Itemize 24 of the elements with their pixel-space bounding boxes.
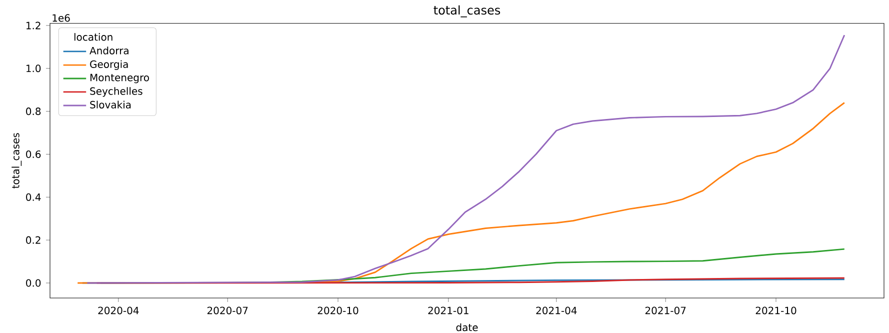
x-tick-label: 2021-10 (756, 306, 796, 314)
y-axis-title: total_cases (12, 133, 22, 188)
y-tick-label: 1.0 (26, 64, 41, 72)
legend-label: Slovakia (90, 100, 131, 108)
y-tick-label: 0.6 (26, 150, 41, 158)
x-tick-label: 2020-10 (318, 306, 358, 314)
x-tick-label: 2021-04 (536, 306, 577, 314)
x-tick-label: 2021-07 (645, 306, 686, 314)
chart-title: total_cases (434, 5, 500, 18)
y-tick-label: 0.0 (26, 279, 41, 287)
legend-title: location (74, 33, 112, 41)
text: 1e6 (52, 14, 70, 22)
x-axis-title: date (456, 323, 478, 332)
x-tick-label: 2020-04 (98, 306, 139, 314)
y-tick-label: 0.2 (26, 236, 40, 244)
y-tick-label: 0.8 (26, 108, 41, 116)
x-tick-label: 2020-07 (207, 306, 248, 314)
legend-label: Seychelles (90, 87, 142, 97)
legend-label: Andorra (90, 46, 128, 54)
y-tick-label: 0.4 (26, 193, 41, 201)
x-tick-label: 2021-01 (428, 306, 468, 314)
legend-label: Georgia (90, 60, 128, 70)
legend-label: Montenegro (90, 74, 149, 84)
y-tick-label: 1.2 (26, 22, 40, 30)
